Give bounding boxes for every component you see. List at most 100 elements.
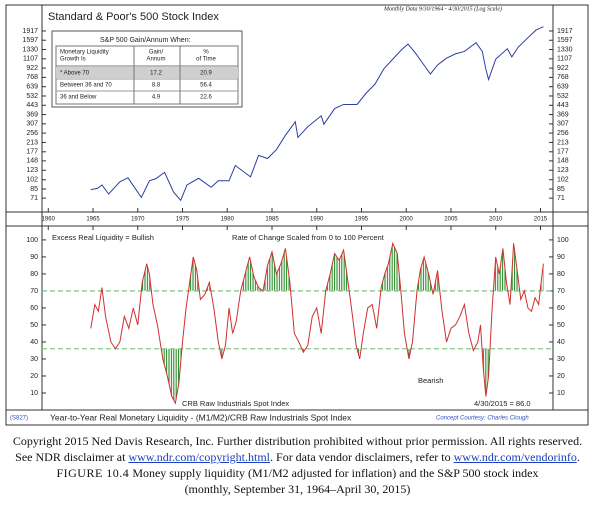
y-tick-label: 148 — [557, 158, 569, 165]
y-tick-label: 639 — [557, 84, 569, 91]
table-title: S&P 500 Gain/Annum When: — [100, 37, 191, 44]
y-tick-label: 60 — [30, 305, 38, 312]
x-tick-label: 2010 — [489, 217, 503, 223]
table-cell: 20.9 — [200, 71, 212, 77]
y-tick-label: 922 — [26, 65, 38, 72]
x-tick-label: 1985 — [265, 217, 279, 223]
table-header: Gain/ — [149, 50, 164, 56]
table-cell: 17.2 — [150, 71, 162, 77]
y-tick-label: 256 — [26, 130, 38, 137]
row-highlight — [56, 67, 238, 78]
text: . For data vendor disclaimers, refer to — [270, 450, 454, 464]
y-tick-label: 213 — [557, 139, 569, 146]
figure-dates: (monthly, September 31, 1964–April 30, 2… — [184, 482, 411, 496]
y-tick-label: 177 — [557, 149, 569, 156]
chart-title: Year-to-Year Real Monetary Liquidity - (… — [50, 412, 352, 422]
y-tick-label: 90 — [557, 254, 565, 261]
copyright: Copyright 2015 Ned Davis Research, Inc. … — [12, 434, 583, 448]
y-tick-label: 768 — [26, 74, 38, 81]
link[interactable]: www.ndr.com/vendorinfo — [453, 450, 577, 464]
table-header: Annum — [146, 57, 165, 63]
y-tick-label: 213 — [26, 139, 38, 146]
y-tick-label: 1917 — [557, 28, 573, 35]
y-tick-label: 123 — [26, 167, 38, 174]
y-tick-label: 123 — [557, 167, 569, 174]
table-cell: 8.8 — [152, 83, 161, 89]
x-tick-label: 1965 — [86, 217, 100, 223]
y-tick-label: 71 — [557, 195, 565, 202]
y-tick-label: 30 — [557, 356, 565, 363]
note: Monthly Data 9/30/1964 - 4/30/2015 (Log … — [383, 5, 502, 12]
x-tick-label: 1990 — [310, 217, 324, 223]
y-tick-label: 369 — [26, 111, 38, 118]
table-header: % — [203, 50, 209, 56]
table-header: Growth Is — [60, 57, 86, 63]
x-tick-label: 1960 — [42, 217, 56, 223]
table-cell: 4.9 — [152, 95, 161, 101]
y-tick-label: 1107 — [23, 56, 38, 63]
table-cell: Between 36 and 70 — [60, 83, 112, 89]
y-tick-label: 639 — [26, 84, 38, 91]
source-code: (S827) — [10, 416, 28, 422]
y-tick-label: 256 — [557, 130, 569, 137]
y-tick-label: 100 — [26, 237, 38, 244]
disclaimer: See NDR disclaimer at www.ndr.com/copyri… — [0, 449, 595, 465]
y-tick-label: 10 — [557, 390, 565, 397]
data-line — [90, 241, 544, 405]
x-tick-label: 1970 — [131, 217, 145, 223]
text: See NDR disclaimer at — [15, 450, 129, 464]
y-tick-label: 1917 — [22, 28, 38, 35]
y-tick-label: 85 — [30, 186, 38, 193]
y-tick-label: 1330 — [22, 46, 38, 53]
annotation: 4/30/2015 = 86.0 — [474, 399, 531, 408]
x-tick-label: 2005 — [444, 217, 458, 223]
link[interactable]: www.ndr.com/copyright.html — [128, 450, 271, 464]
y-tick-label: 100 — [557, 237, 569, 244]
signal-area — [90, 243, 544, 291]
y-tick-label: 148 — [26, 158, 38, 165]
figure-caption: FIGURE 10.4 Money supply liquidity (M1/M… — [0, 465, 595, 481]
y-tick-label: 20 — [557, 373, 565, 380]
y-tick-label: 1597 — [22, 37, 38, 44]
data-line — [90, 26, 544, 202]
annotation: Bearish — [418, 376, 443, 385]
annotation: CRB Raw Industrials Spot Index — [182, 399, 289, 408]
y-tick-label: 90 — [30, 254, 38, 261]
annotation: Excess Real Liquidity = Bullish — [52, 233, 154, 242]
y-tick-label: 443 — [26, 102, 38, 109]
y-tick-label: 50 — [30, 322, 38, 329]
legend-table: S&P 500 Gain/Annum When: Monetary Liquid… — [51, 30, 243, 108]
caption: Copyright 2015 Ned Davis Research, Inc. … — [0, 433, 595, 497]
y-tick-label: 20 — [30, 373, 38, 380]
y-tick-label: 71 — [30, 195, 38, 202]
y-tick-label: 768 — [557, 74, 569, 81]
figure-text: Money supply liquidity (M1/M2 adjusted f… — [132, 466, 539, 480]
y-tick-label: 40 — [557, 339, 565, 346]
y-tick-label: 70 — [557, 288, 565, 295]
y-tick-label: 30 — [30, 356, 38, 363]
y-tick-label: 1330 — [557, 46, 573, 53]
y-tick-label: 80 — [557, 271, 565, 278]
y-tick-label: 922 — [557, 65, 569, 72]
y-tick-label: 307 — [26, 121, 38, 128]
y-tick-label: 40 — [30, 339, 38, 346]
x-tick-label: 1980 — [221, 217, 235, 223]
y-tick-label: 70 — [30, 288, 38, 295]
y-tick-label: 102 — [26, 177, 38, 184]
y-tick-label: 307 — [557, 121, 569, 128]
y-tick-label: 177 — [26, 149, 38, 156]
y-tick-label: 60 — [557, 305, 565, 312]
table-cell: * Above 70 — [60, 71, 90, 77]
annotation: Rate of Change Scaled from 0 to 100 Perc… — [232, 233, 385, 242]
y-tick-label: 443 — [557, 102, 569, 109]
chart-title: Standard & Poor's 500 Stock Index — [48, 11, 219, 23]
y-tick-label: 102 — [557, 177, 569, 184]
y-tick-label: 532 — [557, 93, 569, 100]
x-tick-label: 2000 — [400, 217, 414, 223]
credit: Concept Courtesy: Charles Clough — [436, 416, 529, 422]
table-cell: 36 and Below — [60, 95, 97, 101]
table-cell: 22.6 — [200, 95, 212, 101]
y-tick-label: 532 — [26, 93, 38, 100]
y-tick-label: 80 — [30, 271, 38, 278]
